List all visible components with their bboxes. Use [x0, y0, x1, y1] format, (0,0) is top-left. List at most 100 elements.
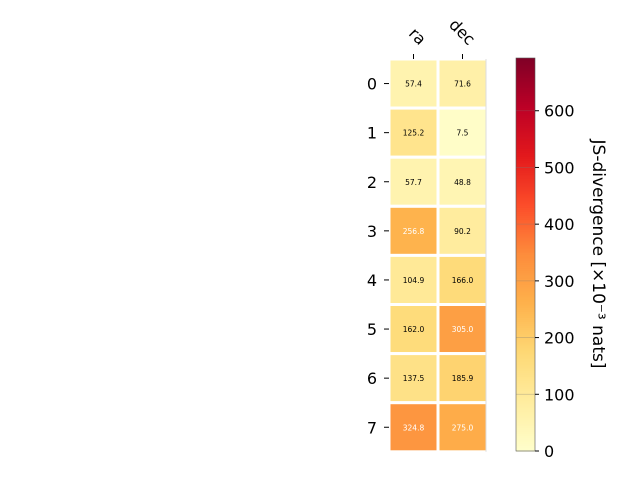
colorbar-segment [516, 67, 535, 71]
cell-label: 90.2 [454, 227, 471, 236]
colorbar-segment [516, 69, 535, 73]
colorbar-segment [516, 205, 535, 208]
colorbar-segment [516, 413, 535, 417]
colorbar-segment [516, 376, 535, 379]
colorbar-segment [516, 325, 535, 328]
heatmap-cell [436, 204, 489, 257]
colorbar-segment [516, 250, 535, 254]
colorbar-segment [516, 173, 535, 177]
colorbar-segment [516, 319, 535, 322]
colorbar-segment [516, 295, 535, 299]
colorbar-segment [516, 101, 535, 104]
colorbar-segment [516, 256, 535, 260]
colorbar-segment [516, 338, 535, 342]
colorbar-segment [516, 132, 535, 136]
colorbar-segment [516, 311, 535, 315]
colorbar-segment [516, 175, 535, 179]
colorbar-frame [515, 57, 536, 452]
colorbar-segment [516, 103, 535, 106]
colorbar-segment [516, 225, 535, 228]
colorbar-segment [516, 429, 535, 432]
colorbar-segment [516, 443, 535, 446]
colorbar-segment [516, 215, 535, 218]
colorbar-tick-label: 500 [544, 158, 575, 177]
colorbar-segment [516, 177, 535, 181]
colorbar-tick-label: 0 [544, 442, 554, 461]
colorbar-segment [516, 305, 535, 309]
colorbar-segment [516, 181, 535, 185]
colorbar-segment [516, 407, 535, 411]
colorbar-segment [516, 144, 535, 148]
colorbar-segment [516, 211, 535, 214]
column-tick-label: dec [445, 15, 479, 49]
cell-label: 48.8 [454, 178, 471, 187]
colorbar-segment [516, 114, 535, 118]
heatmap-cell [436, 401, 489, 454]
colorbar-segment [516, 63, 535, 67]
heatmap-cell [436, 155, 489, 208]
cell-label: 137.5 [403, 374, 425, 383]
colorbar-segment [516, 405, 535, 409]
colorbar-segment [516, 95, 535, 98]
colorbar-segment [516, 415, 535, 419]
colorbar-segment [516, 168, 535, 171]
colorbar-segment [516, 395, 535, 399]
colorbar-segment [516, 105, 535, 108]
cell-label: 324.8 [403, 423, 425, 432]
colorbar-segment [516, 146, 535, 149]
cell-label: 275.0 [452, 423, 474, 432]
colorbar-segment [516, 262, 535, 265]
colorbar-segment [516, 356, 535, 360]
cell-label: 162.0 [403, 325, 425, 334]
colorbar-segment [516, 340, 535, 344]
colorbar-segment [516, 99, 535, 102]
colorbar-segment [516, 217, 535, 220]
colorbar-segment [516, 317, 535, 320]
colorbar-segment [516, 331, 535, 334]
colorbar-segment [516, 58, 535, 61]
row-tick-label: 1 [367, 124, 377, 143]
colorbar-segment [516, 423, 535, 427]
colorbar-segment [516, 382, 535, 385]
colorbar-segment [516, 287, 535, 291]
colorbar-segment [516, 337, 535, 340]
colorbar-segment [516, 431, 535, 434]
cell-label: 7.5 [457, 129, 469, 138]
colorbar-segment [516, 309, 535, 313]
colorbar-segment [516, 219, 535, 222]
row-tick-label: 7 [367, 418, 377, 437]
colorbar-segment [516, 272, 535, 275]
colorbar-segment [516, 238, 535, 242]
colorbar-segment [516, 278, 535, 281]
colorbar-segment [516, 303, 535, 307]
cell-label: 305.0 [452, 325, 474, 334]
row-tick-label: 4 [367, 271, 377, 290]
column-tick-label: ra [405, 24, 430, 49]
colorbar-segment [516, 73, 535, 77]
colorbar-segment [516, 289, 535, 293]
colorbar-segment [516, 397, 535, 401]
colorbar-segment [516, 75, 535, 79]
colorbar-segment [516, 283, 535, 287]
colorbar-segment [516, 142, 535, 146]
colorbar-segment [516, 83, 535, 87]
colorbar-segment [516, 360, 535, 364]
colorbar-segment [516, 89, 535, 93]
colorbar-tick-label: 300 [544, 272, 575, 291]
colorbar-segment [516, 362, 535, 366]
colorbar-segment [516, 166, 535, 169]
colorbar-segment [516, 435, 535, 438]
colorbar-segment [516, 291, 535, 295]
colorbar-segment [516, 199, 535, 203]
colorbar-segment [516, 417, 535, 421]
colorbar-segment [516, 71, 535, 75]
colorbar-segment [516, 323, 535, 326]
colorbar-segment [516, 301, 535, 305]
colorbar-segment [516, 107, 535, 110]
cell-label: 71.6 [454, 80, 471, 89]
colorbar-segment [516, 409, 535, 413]
colorbar-segment [516, 116, 535, 120]
colorbar-tick-label: 200 [544, 329, 575, 348]
colorbar-segment [516, 285, 535, 289]
